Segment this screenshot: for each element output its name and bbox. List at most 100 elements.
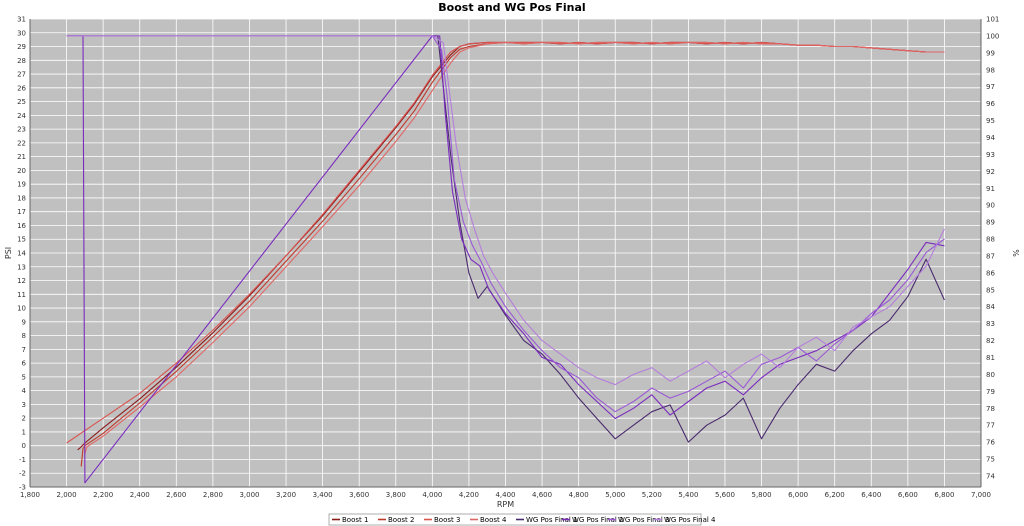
- y2-tick-label: 94: [986, 134, 995, 142]
- series-line-5: [66, 35, 945, 443]
- x-tick-label: 5,200: [642, 491, 662, 499]
- y2-tick-label: 90: [986, 202, 995, 210]
- y-tick-label: 10: [17, 305, 26, 313]
- y-tick-label: 31: [17, 16, 26, 24]
- series-line-8: [66, 35, 945, 386]
- legend-item-label: WG Pos Final 1: [526, 516, 578, 524]
- legend-item-label: WG Pos Final 2: [572, 516, 624, 524]
- y-tick-label: 19: [17, 181, 26, 189]
- legend-item-label: Boost 1: [342, 516, 368, 524]
- y-tick-label: 18: [17, 194, 26, 202]
- x-tick-label: 6,200: [825, 491, 845, 499]
- legend-item-label: Boost 2: [388, 516, 414, 524]
- y-tick-label: 29: [17, 43, 26, 51]
- y-tick-label: -2: [19, 470, 26, 478]
- y-tick-label: -3: [19, 484, 26, 492]
- x-tick-label: 3,800: [386, 491, 406, 499]
- grid-lines: [29, 18, 982, 488]
- chart-title: Boost and WG Pos Final: [438, 1, 585, 14]
- series-line-6: [66, 35, 945, 484]
- y2-tick-label: 92: [986, 168, 995, 176]
- y2-tick-label: 85: [986, 286, 995, 294]
- series-line-7: [66, 35, 945, 413]
- y-tick-label: 22: [17, 139, 26, 147]
- y-tick-label: 1: [22, 428, 26, 436]
- y2-tick-label: 91: [986, 185, 995, 193]
- y2-tick-label: 100: [986, 32, 999, 40]
- y-tick-label: 20: [17, 167, 26, 175]
- y2-tick-label: 99: [986, 49, 995, 57]
- y2-tick-label: 80: [986, 371, 995, 379]
- x-tick-label: 5,600: [715, 491, 735, 499]
- y2-tick-label: 88: [986, 236, 995, 244]
- x-tick-label: 3,400: [313, 491, 333, 499]
- y-tick-label: 28: [17, 57, 26, 65]
- y-tick-label: 8: [22, 332, 26, 340]
- legend-item-label: WG Pos Final 3: [618, 516, 670, 524]
- y2-tick-label: 93: [986, 151, 995, 159]
- x-tick-label: 3,000: [239, 491, 259, 499]
- x-tick-label: 4,600: [532, 491, 552, 499]
- y-tick-label: -1: [19, 456, 26, 464]
- y2-tick-label: 76: [986, 439, 995, 447]
- x-tick-label: 4,800: [569, 491, 589, 499]
- y-tick-label: 25: [17, 98, 26, 106]
- x-axis-title: RPM: [497, 500, 514, 509]
- x-tick-label: 3,200: [276, 491, 296, 499]
- y2-tick-label: 97: [986, 83, 995, 91]
- y-tick-label: 27: [17, 71, 26, 79]
- y2-tick-label: 98: [986, 66, 995, 74]
- legend-box: [328, 513, 702, 526]
- y-tick-label: 2: [22, 415, 26, 423]
- x-tick-label: 6,000: [788, 491, 808, 499]
- y2-axis-title: %: [1011, 249, 1020, 257]
- y2-tick-label: 84: [986, 303, 995, 311]
- legend: Boost 1 Boost 2 Boost 3 Boost 4 WG Pos Final…: [328, 513, 716, 526]
- x-tick-label: 2,400: [130, 491, 150, 499]
- x-tick-label: 2,800: [203, 491, 223, 499]
- y-tick-label: 9: [22, 318, 26, 326]
- x-tick-label: 2,600: [166, 491, 186, 499]
- x-tick-label: 2,200: [93, 491, 113, 499]
- y-tick-label: 17: [17, 208, 26, 216]
- y2-tick-label: 101: [986, 16, 999, 24]
- x-tick-label: 1,800: [20, 491, 40, 499]
- y2-tick-label: 86: [986, 269, 995, 277]
- y-tick-label: 3: [22, 401, 26, 409]
- y-tick-label: 23: [17, 126, 26, 134]
- x-tick-label: 7,000: [971, 491, 991, 499]
- x-tick-label: 5,000: [605, 491, 625, 499]
- y-tick-label: 13: [17, 263, 26, 271]
- x-tick-label: 6,600: [898, 491, 918, 499]
- x-tick-label: 3,600: [349, 491, 369, 499]
- y-tick-label: 14: [17, 250, 26, 258]
- x-axis: 1,800 2,000 2,200 2,400 2,600 2,800 3,000 3,200…: [20, 486, 991, 499]
- y2-tick-label: 74: [986, 472, 995, 480]
- y-tick-label: 30: [17, 29, 26, 37]
- y-axis-left: -3-2-10123456789101112131415161718192021…: [17, 16, 31, 492]
- y2-tick-label: 78: [986, 405, 995, 413]
- x-tick-label: 6,800: [934, 491, 954, 499]
- y2-tick-label: 81: [986, 354, 995, 362]
- y-tick-label: 11: [17, 291, 26, 299]
- y2-tick-label: 77: [986, 422, 995, 430]
- y-tick-label: 21: [17, 153, 26, 161]
- x-tick-label: 4,200: [459, 491, 479, 499]
- x-tick-label: 4,400: [495, 491, 515, 499]
- y-tick-label: 15: [17, 236, 26, 244]
- x-tick-label: 2,000: [57, 491, 77, 499]
- y-axis-title: PSI: [4, 247, 13, 259]
- y2-tick-label: 89: [986, 219, 995, 227]
- y2-tick-label: 87: [986, 252, 995, 260]
- y-tick-label: 5: [22, 373, 26, 381]
- y2-tick-label: 83: [986, 320, 995, 328]
- x-tick-label: 5,800: [752, 491, 772, 499]
- y2-tick-label: 75: [986, 456, 995, 464]
- legend-item-label: Boost 4: [480, 516, 507, 524]
- y-tick-label: 16: [17, 222, 26, 230]
- y2-tick-label: 79: [986, 388, 995, 396]
- y-tick-label: 24: [17, 112, 26, 120]
- y-tick-label: 0: [22, 442, 26, 450]
- y2-tick-label: 82: [986, 337, 995, 345]
